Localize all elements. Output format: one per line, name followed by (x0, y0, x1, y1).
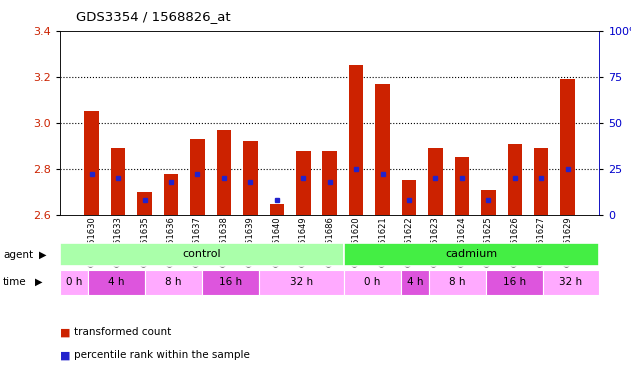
Bar (486, 270, 543, 295)
Text: 16 h: 16 h (219, 277, 242, 287)
Text: 4 h: 4 h (109, 277, 125, 287)
Text: control: control (182, 249, 221, 260)
Bar (560, 79, 575, 215)
Bar (322, 151, 337, 215)
Text: time: time (3, 277, 27, 287)
Bar (60, 270, 88, 295)
Text: 32 h: 32 h (290, 277, 313, 287)
Bar (216, 130, 231, 215)
Bar (534, 148, 548, 215)
Bar (88, 270, 145, 295)
Bar (344, 243, 599, 266)
Bar (60, 243, 344, 266)
Text: ▶: ▶ (39, 250, 47, 260)
Text: 4 h: 4 h (406, 277, 423, 287)
Text: 16 h: 16 h (503, 277, 526, 287)
Bar (349, 65, 363, 215)
Bar (164, 174, 179, 215)
Text: transformed count: transformed count (74, 327, 172, 337)
Text: 8 h: 8 h (165, 277, 182, 287)
Bar (481, 190, 495, 215)
Text: 0 h: 0 h (66, 277, 82, 287)
Bar (429, 270, 486, 295)
Text: 0 h: 0 h (364, 277, 380, 287)
Bar (454, 157, 469, 215)
Bar (190, 139, 205, 215)
Text: ■: ■ (60, 327, 71, 337)
Bar (543, 270, 599, 295)
Bar (375, 84, 390, 215)
Bar (344, 270, 401, 295)
Text: cadmium: cadmium (445, 249, 498, 260)
Bar (269, 204, 284, 215)
Bar (138, 192, 152, 215)
Bar (202, 270, 259, 295)
Bar (428, 148, 443, 215)
Bar (507, 144, 522, 215)
Bar (402, 180, 416, 215)
Text: ▶: ▶ (35, 277, 42, 287)
Bar (296, 151, 310, 215)
Bar (111, 148, 126, 215)
Bar (259, 270, 344, 295)
Text: 32 h: 32 h (560, 277, 582, 287)
Bar (243, 141, 257, 215)
Text: 8 h: 8 h (449, 277, 466, 287)
Text: GDS3354 / 1568826_at: GDS3354 / 1568826_at (76, 10, 230, 23)
Bar (145, 270, 202, 295)
Text: agent: agent (3, 250, 33, 260)
Text: percentile rank within the sample: percentile rank within the sample (74, 350, 251, 360)
Bar (85, 111, 99, 215)
Text: ■: ■ (60, 350, 71, 360)
Bar (401, 270, 429, 295)
